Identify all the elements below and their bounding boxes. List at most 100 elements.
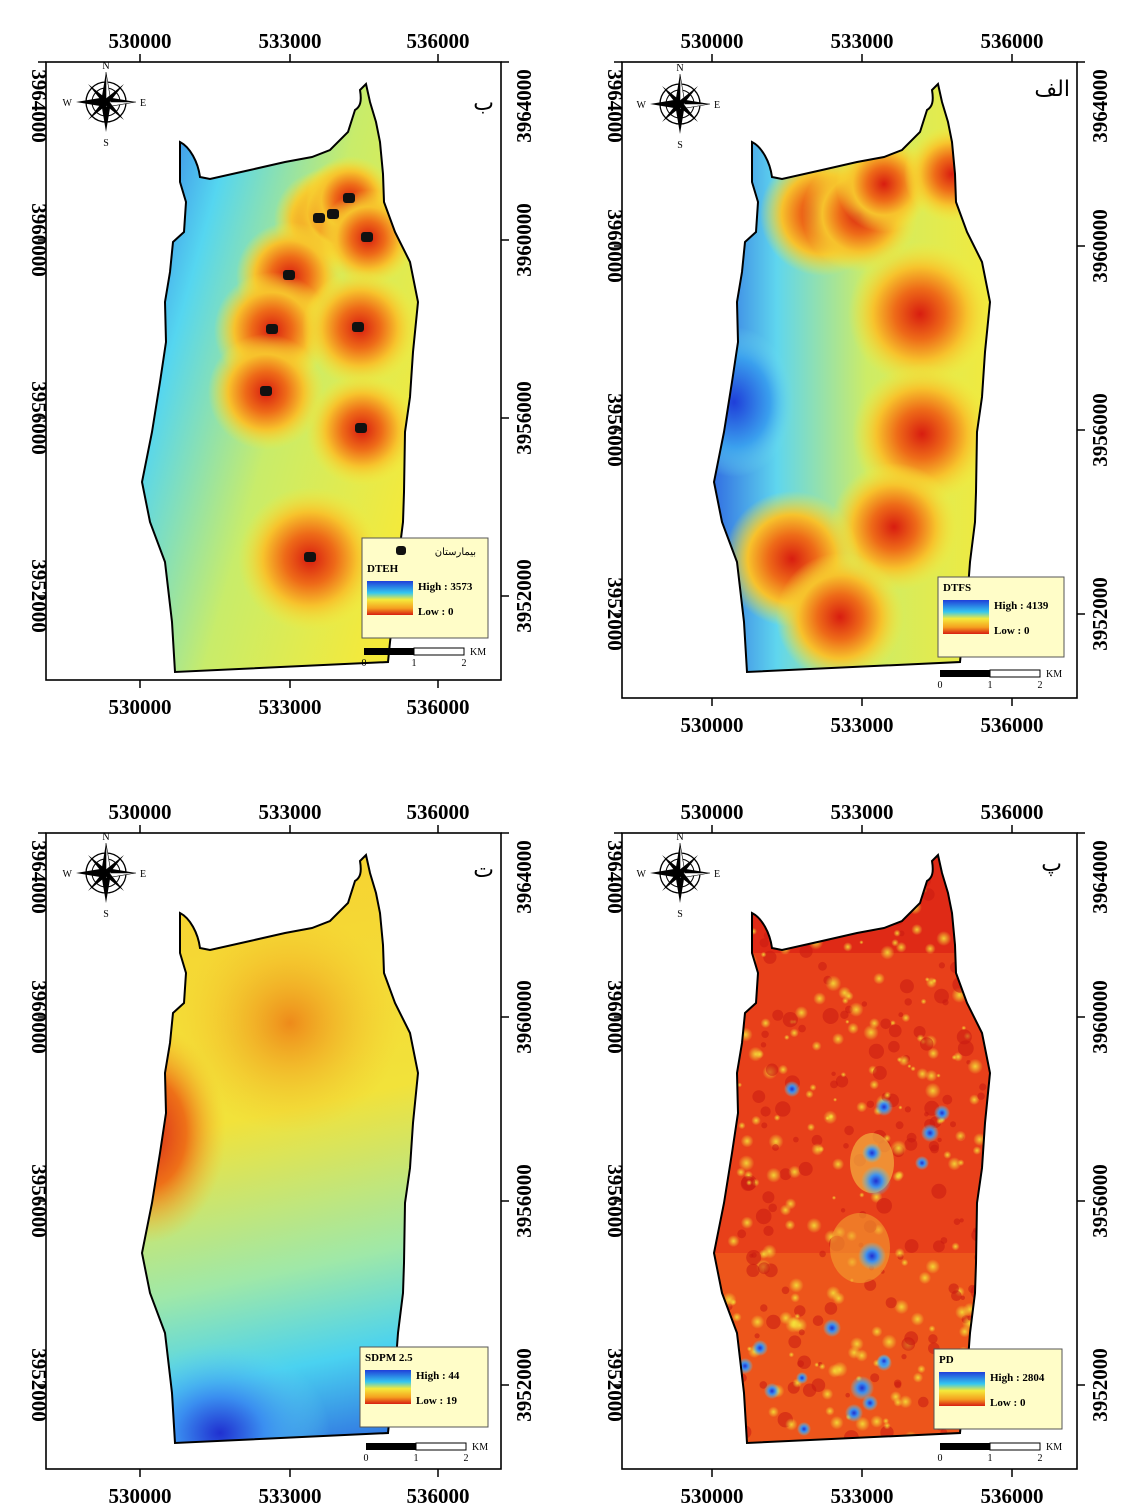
y-tick-label-right: 3956000 bbox=[512, 1164, 536, 1238]
y-tick-label-left: 3956000 bbox=[27, 381, 51, 455]
legend: PD High : 2804 Low : 0 bbox=[934, 1349, 1062, 1429]
x-tick-label-top: 530000 bbox=[681, 800, 744, 824]
x-tick-label-bottom: 530000 bbox=[109, 1484, 172, 1508]
y-tick-label-right: 3956000 bbox=[512, 381, 536, 455]
compass-s: S bbox=[103, 138, 109, 149]
x-tick-label-top: 533000 bbox=[259, 29, 322, 53]
legend-point-label: بیمارستان bbox=[435, 547, 476, 558]
x-tick-label-top: 533000 bbox=[259, 800, 322, 824]
y-tick-label-left: 3964000 bbox=[603, 840, 627, 914]
legend-title: SDPM 2.5 bbox=[365, 1352, 413, 1364]
compass-n: N bbox=[102, 61, 109, 72]
y-tick-label-left: 3952000 bbox=[603, 1348, 627, 1422]
scale-label-1: 1 bbox=[988, 680, 993, 691]
hospital-point bbox=[355, 423, 367, 433]
legend-high: High : 44 bbox=[416, 1370, 460, 1382]
compass-e: E bbox=[714, 869, 720, 880]
hospital-point bbox=[283, 270, 295, 280]
compass-w: W bbox=[63, 869, 73, 880]
y-tick-label-left: 3964000 bbox=[27, 840, 51, 914]
x-tick-label-top: 530000 bbox=[109, 29, 172, 53]
compass-s: S bbox=[677, 909, 683, 920]
scale-label-0: 0 bbox=[938, 1453, 943, 1464]
x-tick-label-top: 533000 bbox=[831, 29, 894, 53]
y-tick-label-right: 3964000 bbox=[1088, 840, 1112, 914]
hospital-point bbox=[361, 232, 373, 242]
y-tick-label-right: 3964000 bbox=[512, 840, 536, 914]
x-tick-label-bottom: 536000 bbox=[981, 1484, 1044, 1508]
scale-label-0: 0 bbox=[938, 680, 943, 691]
x-tick-label-bottom: 536000 bbox=[407, 1484, 470, 1508]
scale-label-1: 1 bbox=[414, 1453, 419, 1464]
y-tick-label-left: 3952000 bbox=[27, 1348, 51, 1422]
y-tick-label-left: 3952000 bbox=[27, 559, 51, 633]
scale-label-0: 0 bbox=[364, 1453, 369, 1464]
y-tick-label-left: 3960000 bbox=[27, 980, 51, 1054]
scale-label-2: 2 bbox=[1038, 680, 1043, 691]
hospital-point bbox=[304, 552, 316, 562]
x-tick-label-bottom: 533000 bbox=[831, 713, 894, 737]
legend-color-ramp bbox=[943, 600, 989, 634]
compass-e: E bbox=[140, 98, 146, 109]
hospital-point bbox=[260, 386, 272, 396]
scale-label-0: 0 bbox=[362, 658, 367, 669]
compass-s: S bbox=[677, 140, 683, 151]
x-tick-label-bottom: 530000 bbox=[681, 1484, 744, 1508]
panel-tag: پ bbox=[1041, 852, 1062, 877]
hospital-point bbox=[327, 209, 339, 219]
y-tick-label-left: 3960000 bbox=[27, 203, 51, 277]
panel-tag: ت bbox=[473, 858, 494, 883]
x-tick-label-bottom: 536000 bbox=[981, 713, 1044, 737]
y-tick-label-right: 3964000 bbox=[1088, 69, 1112, 143]
y-tick-label-right: 3952000 bbox=[512, 1348, 536, 1422]
panel-tag: الف bbox=[1034, 77, 1070, 102]
legend-low: Low : 0 bbox=[418, 606, 454, 618]
x-tick-label-top: 536000 bbox=[407, 29, 470, 53]
scale-label-2: 2 bbox=[1038, 1453, 1043, 1464]
y-tick-label-right: 3960000 bbox=[1088, 209, 1112, 283]
legend-low: Low : 0 bbox=[990, 1397, 1026, 1409]
legend-color-ramp bbox=[365, 1370, 411, 1404]
x-tick-label-bottom: 536000 bbox=[407, 695, 470, 719]
compass-w: W bbox=[637, 869, 647, 880]
scale-unit: KM bbox=[1046, 669, 1062, 680]
legend-title: PD bbox=[939, 1354, 954, 1366]
y-tick-label-left: 3952000 bbox=[603, 577, 627, 651]
scale-label-2: 2 bbox=[464, 1453, 469, 1464]
y-tick-label-right: 3952000 bbox=[1088, 1348, 1112, 1422]
x-tick-label-bottom: 533000 bbox=[259, 1484, 322, 1508]
x-tick-label-top: 536000 bbox=[981, 29, 1044, 53]
compass-n: N bbox=[102, 832, 109, 843]
x-tick-label-bottom: 530000 bbox=[681, 713, 744, 737]
hospital-point bbox=[352, 322, 364, 332]
legend-title: DTFS bbox=[943, 582, 971, 594]
legend-high: High : 2804 bbox=[990, 1372, 1045, 1384]
y-tick-label-right: 3960000 bbox=[1088, 980, 1112, 1054]
legend-low: Low : 0 bbox=[994, 625, 1030, 637]
x-tick-label-top: 530000 bbox=[681, 29, 744, 53]
legend-title: DTEH bbox=[367, 563, 399, 575]
scale-unit: KM bbox=[470, 647, 486, 658]
x-tick-label-top: 530000 bbox=[109, 800, 172, 824]
panel-tag: ب bbox=[473, 91, 494, 116]
compass-w: W bbox=[63, 98, 73, 109]
legend-low: Low : 19 bbox=[416, 1395, 457, 1407]
compass-n: N bbox=[676, 832, 683, 843]
scale-label-1: 1 bbox=[412, 658, 417, 669]
y-tick-label-left: 3964000 bbox=[603, 69, 627, 143]
y-tick-label-right: 3960000 bbox=[512, 203, 536, 277]
legend-high: High : 3573 bbox=[418, 581, 473, 593]
compass-s: S bbox=[103, 909, 109, 920]
compass-n: N bbox=[676, 63, 683, 74]
hospital-point bbox=[266, 324, 278, 334]
y-tick-label-right: 3952000 bbox=[512, 559, 536, 633]
x-tick-label-top: 533000 bbox=[831, 800, 894, 824]
x-tick-label-top: 536000 bbox=[407, 800, 470, 824]
compass-e: E bbox=[714, 100, 720, 111]
y-tick-label-left: 3964000 bbox=[27, 69, 51, 143]
compass-e: E bbox=[140, 869, 146, 880]
legend-color-ramp bbox=[939, 1372, 985, 1406]
x-tick-label-bottom: 533000 bbox=[831, 1484, 894, 1508]
